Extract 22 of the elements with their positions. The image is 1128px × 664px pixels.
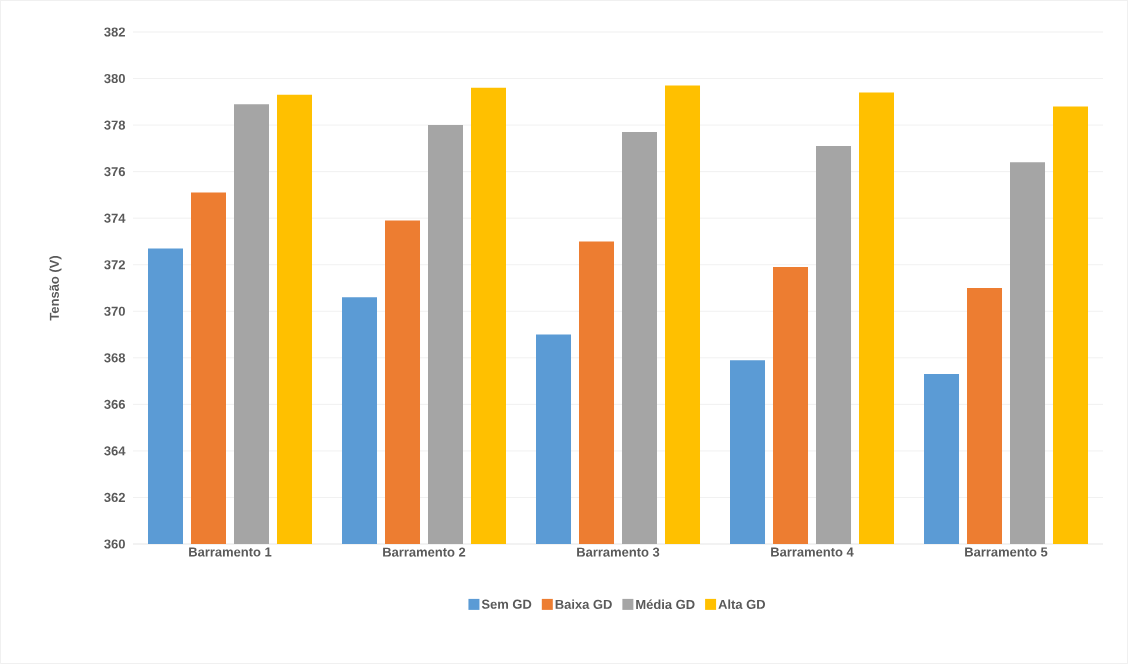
y-tick-label: 370 [104, 306, 125, 316]
y-axis-title: Tensão (V) [49, 256, 62, 321]
y-tick-label: 378 [104, 120, 126, 130]
x-tick-label: Barramento 2 [383, 547, 466, 557]
y-tick-label: 382 [104, 27, 125, 37]
y-tick-label: 376 [104, 167, 126, 177]
x-tick-label: Barramento 3 [577, 547, 660, 557]
legend-label: Baixa GD [555, 599, 612, 609]
x-tick-label: Barramento 4 [771, 547, 854, 557]
legend-label: Média GD [636, 599, 695, 610]
legend-label: Sem GD [481, 599, 532, 609]
y-tick-label: 380 [104, 73, 125, 84]
x-tick-label: Barramento 1 [189, 547, 272, 557]
y-tick-label: 368 [104, 353, 126, 363]
y-tick-label: 366 [104, 399, 126, 409]
y-tick-label: 364 [104, 446, 126, 456]
y-tick-label: 374 [104, 213, 126, 223]
x-tick-label: Barramento 5 [965, 547, 1048, 557]
legend-label: Alta GD [718, 599, 766, 609]
y-tick-label: 372 [104, 260, 125, 270]
y-tick-label: 360 [104, 539, 125, 549]
y-tick-label: 362 [104, 492, 125, 503]
